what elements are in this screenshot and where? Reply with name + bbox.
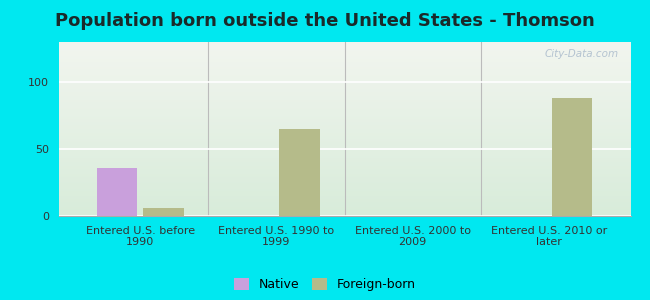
Legend: Native, Foreign-born: Native, Foreign-born	[231, 276, 419, 294]
Text: Population born outside the United States - Thomson: Population born outside the United State…	[55, 12, 595, 30]
Bar	[143, 208, 184, 216]
Bar	[97, 168, 138, 216]
Text: City-Data.com: City-Data.com	[545, 49, 619, 59]
Bar	[279, 129, 320, 216]
Bar	[551, 98, 592, 216]
